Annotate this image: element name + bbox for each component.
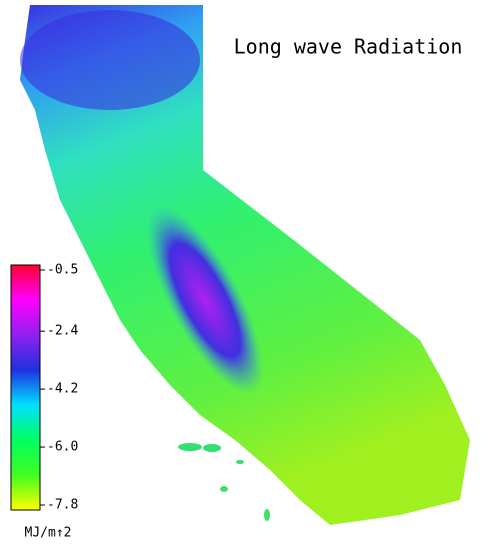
title: Long wave Radiation xyxy=(234,35,463,59)
island xyxy=(220,486,228,492)
colorbar-tick-label: -6.0 xyxy=(47,440,78,455)
island xyxy=(264,509,270,521)
california-map xyxy=(20,5,470,525)
island xyxy=(236,460,244,464)
island xyxy=(203,444,221,452)
colorbar-tick-label: -7.8 xyxy=(47,498,78,513)
island xyxy=(178,443,202,451)
sierra-region xyxy=(146,205,264,395)
colorbar-tick-label: -4.2 xyxy=(47,382,78,397)
state-shape xyxy=(20,5,470,525)
colorbar: -0.5 -2.4 -4.2 -6.0 -7.8 xyxy=(10,263,78,513)
colorbar-tick-label: -0.5 xyxy=(47,263,78,278)
colorbar-tick-label: -2.4 xyxy=(47,324,78,339)
north-region xyxy=(20,10,200,110)
colorbar-unit: MJ/m↑2 xyxy=(25,526,72,541)
colorbar-ramp xyxy=(10,264,41,511)
